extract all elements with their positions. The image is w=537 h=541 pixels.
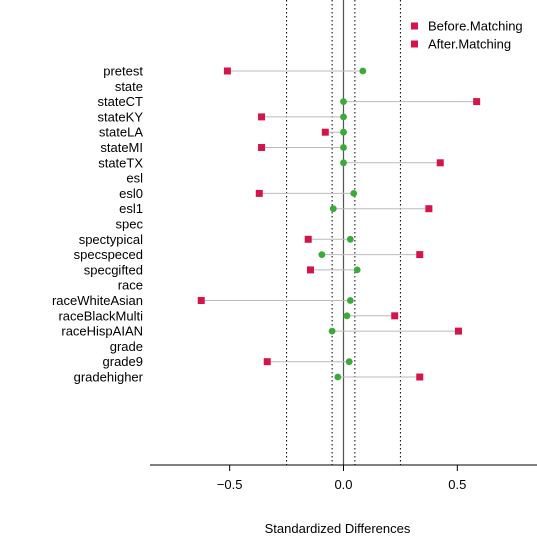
variable-label: specspeced [74,247,143,262]
before-matching-point [436,159,444,167]
legend-marker [411,22,418,30]
before-matching-point [197,297,205,304]
variable-label: stateKY [97,109,143,124]
x-tick-label: −0.5 [217,477,243,492]
after-matching-point [340,128,347,136]
legend-label: After.Matching [428,37,511,52]
x-tick-label: 0.5 [448,477,466,492]
variable-label: esl1 [119,201,143,216]
after-matching-point [359,67,367,75]
before-matching-point [416,373,424,381]
connector-segments [201,70,477,378]
variable-label: spectypical [79,232,143,247]
variable-label: stateCT [97,94,143,109]
variable-label: grade9 [103,354,143,369]
after-matching-point [334,373,342,381]
variable-label: raceHispAIAN [61,324,143,339]
after-matching-point [329,205,337,213]
x-axis: −0.5 0.0 0.5 [150,464,537,492]
variable-label: specgifted [84,262,143,277]
after-matching-point [343,312,351,320]
variable-label: raceBlackMulti [58,308,143,323]
group-label: race [118,278,143,293]
after-matching-point [346,235,354,243]
before-matching-point [258,144,266,151]
after-matching-point [328,327,336,335]
group-label: state [115,79,143,94]
variable-label: gradehigher [74,370,144,385]
row-labels: preteststatestateCTstateKYstateLAstateMI… [52,64,144,385]
before-matching-point [255,189,263,197]
before-matching-point [306,266,314,274]
x-tick-label: 0.0 [334,477,352,492]
variable-label: stateLA [99,125,143,140]
group-label: grade [110,339,143,354]
before-matching-point [454,327,462,335]
variable-label: pretest [103,64,143,79]
after-matching-point [350,190,358,197]
group-label: spec [116,217,144,232]
after-matching-point [340,159,347,167]
before-matching-point [416,251,424,259]
data-points [197,67,481,381]
after-matching-point [353,266,361,274]
legend-label: Before.Matching [428,19,523,34]
reference-lines [286,0,401,465]
legend: Before.Matching After.Matching [411,19,523,52]
before-matching-point [304,235,312,243]
group-label: esl [126,171,143,186]
after-matching-point [345,358,353,366]
variable-label: stateTX [98,155,143,170]
variable-label: raceWhiteAsian [52,293,143,308]
before-matching-point [473,98,481,106]
after-matching-point [340,113,347,121]
after-matching-point [346,297,354,304]
x-axis-title: Standardized Differences [265,521,411,536]
before-matching-point [425,205,433,213]
before-matching-point [321,128,329,136]
after-matching-point [318,251,326,258]
before-matching-point [263,358,271,366]
before-matching-point [391,312,399,320]
before-matching-point [223,67,231,75]
variable-label: esl0 [119,186,143,201]
variable-label: stateMI [100,140,143,155]
legend-marker [411,40,418,48]
after-matching-point [340,98,347,105]
after-matching-point [340,144,347,151]
before-matching-point [258,113,266,121]
